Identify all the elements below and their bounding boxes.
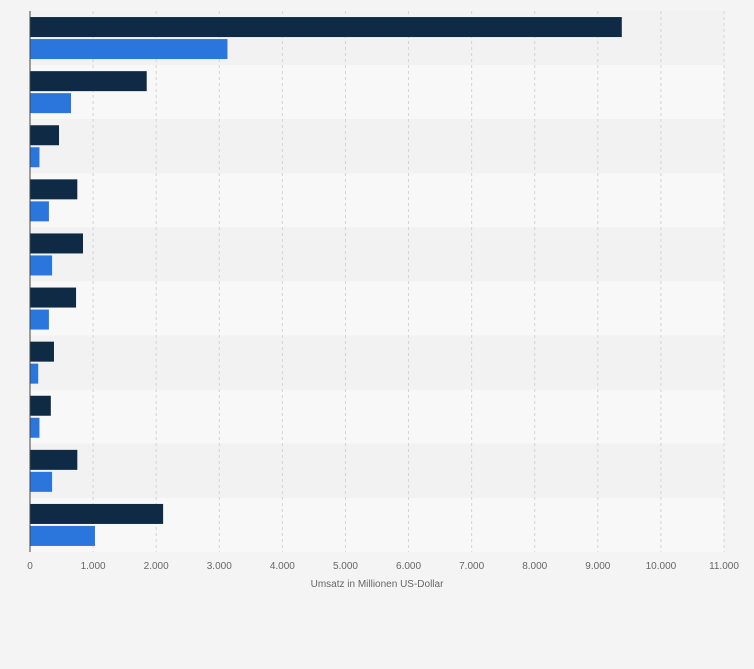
x-tick-label: 7.000	[459, 561, 484, 572]
gridlines	[92, 11, 725, 552]
bar-series-2-row-5[interactable]	[30, 255, 53, 276]
bar-series-1-row-2[interactable]	[30, 71, 147, 92]
bar-series-2-row-8[interactable]	[30, 417, 40, 438]
bar-series-1-row-1[interactable]	[30, 17, 622, 38]
x-axis-title: Umsatz in Millionen US-Dollar	[311, 579, 444, 590]
bar-series-2-row-9[interactable]	[30, 471, 53, 492]
x-tick-label: 9.000	[585, 561, 610, 572]
x-tick-label: 5.000	[333, 561, 358, 572]
bar-series-1-row-5[interactable]	[30, 233, 83, 254]
category-band	[30, 119, 724, 174]
x-tick-label: 8.000	[522, 561, 547, 572]
bar-series-2-row-1[interactable]	[30, 39, 228, 60]
x-tick-label: 3.000	[207, 561, 232, 572]
category-band	[30, 443, 724, 498]
x-tick-labels: 0 1.000 2.000 3.000 4.000 5.000 6.000 7.000 8.00…	[27, 561, 739, 572]
bar-series-2-row-6[interactable]	[30, 309, 49, 330]
bars	[30, 17, 622, 546]
bar-series-1-row-10[interactable]	[30, 503, 164, 524]
bar-series-1-row-4[interactable]	[30, 179, 78, 200]
bar-series-1-row-9[interactable]	[30, 449, 78, 470]
x-tick-label: 10.000	[646, 561, 677, 572]
bar-series-2-row-2[interactable]	[30, 93, 72, 114]
bar-series-1-row-7[interactable]	[30, 341, 54, 362]
category-band	[30, 227, 724, 282]
bar-series-2-row-7[interactable]	[30, 363, 39, 384]
category-band	[30, 389, 724, 444]
bar-series-1-row-6[interactable]	[30, 287, 77, 308]
x-tick-label: 11.000	[709, 561, 739, 572]
x-tick-label: 0	[27, 561, 33, 572]
category-band	[30, 173, 724, 228]
x-tick-label: 4.000	[270, 561, 295, 572]
bar-series-2-row-3[interactable]	[30, 147, 40, 168]
category-bands	[30, 11, 724, 552]
bar-series-1-row-8[interactable]	[30, 395, 51, 416]
x-tick-label: 2.000	[144, 561, 169, 572]
x-tick-label: 6.000	[396, 561, 421, 572]
bar-series-2-row-4[interactable]	[30, 201, 49, 222]
bar-series-1-row-3[interactable]	[30, 125, 60, 146]
bar-series-2-row-10[interactable]	[30, 525, 95, 546]
category-band	[30, 281, 724, 336]
x-tick-label: 1.000	[81, 561, 106, 572]
category-band	[30, 335, 724, 390]
